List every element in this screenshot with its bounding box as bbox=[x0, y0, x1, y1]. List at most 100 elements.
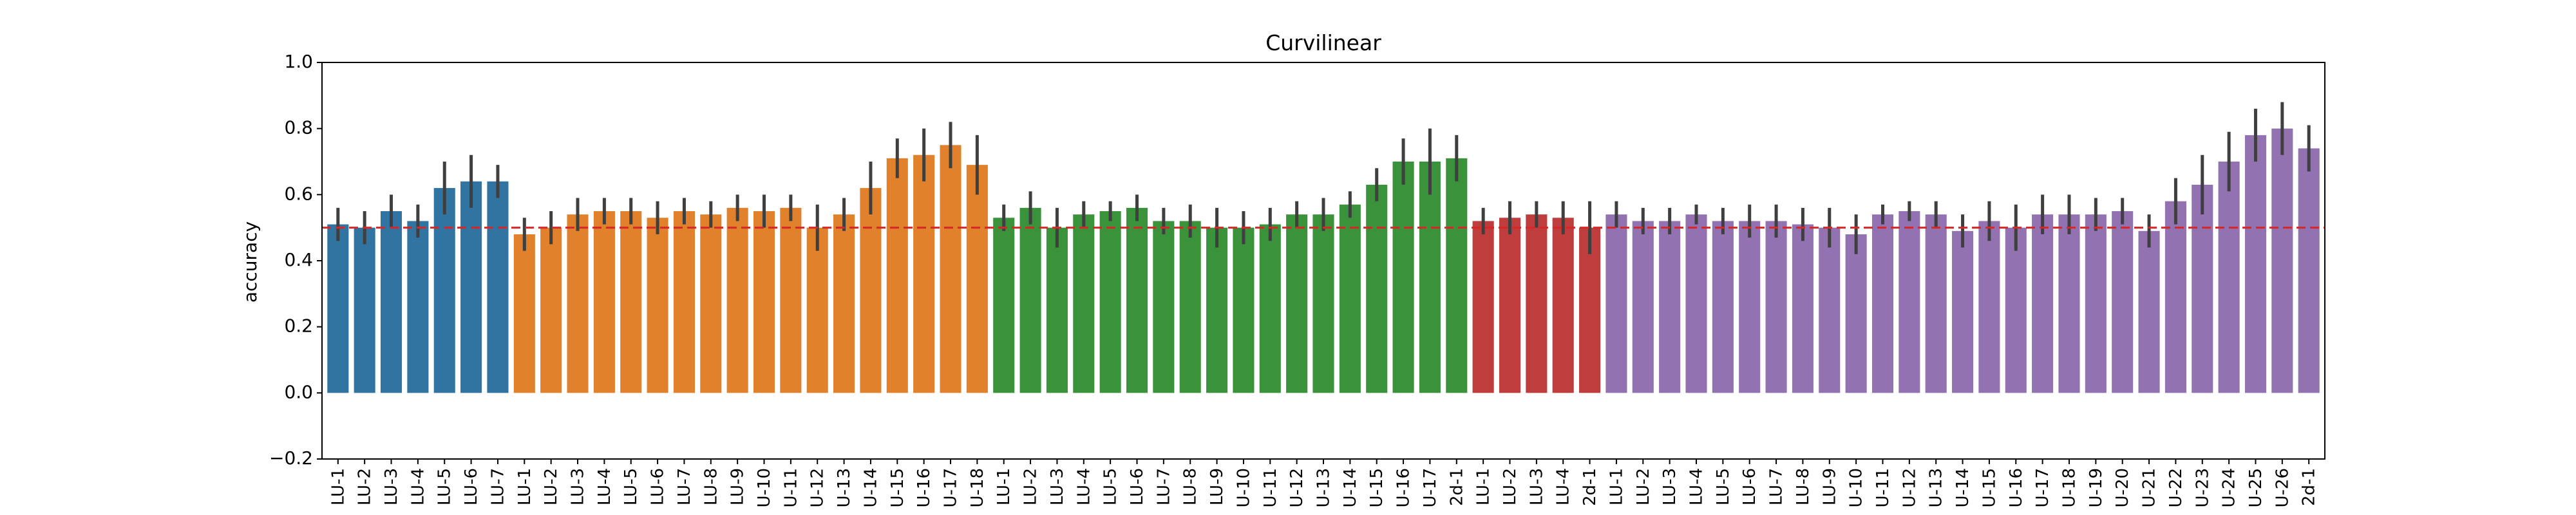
bar bbox=[1046, 227, 1068, 393]
bar bbox=[1685, 214, 1707, 393]
bar bbox=[1286, 214, 1308, 393]
bar bbox=[1792, 224, 1814, 393]
x-tick-label: 2d-1 bbox=[2300, 468, 2319, 506]
x-tick-label: U-21 bbox=[2140, 468, 2159, 508]
bar bbox=[407, 221, 429, 393]
x-tick-label: LU-1 bbox=[328, 468, 348, 505]
x-tick-label: LU-4 bbox=[1687, 468, 1706, 505]
bar bbox=[2271, 128, 2293, 393]
bar bbox=[673, 211, 695, 393]
bar bbox=[433, 188, 455, 393]
x-tick-label: U-10 bbox=[1847, 468, 1866, 508]
bar bbox=[726, 207, 748, 393]
x-tick-label: U-17 bbox=[1421, 468, 1440, 508]
x-tick-label: 2d-1 bbox=[1447, 468, 1466, 506]
x-tick-label: LU-4 bbox=[1074, 468, 1094, 505]
x-tick-label: LU-5 bbox=[621, 468, 641, 505]
bar bbox=[940, 145, 961, 393]
bar bbox=[1419, 162, 1441, 393]
x-tick-label: LU-8 bbox=[701, 468, 721, 505]
x-tick-label: U-13 bbox=[1927, 468, 1946, 508]
bar bbox=[2005, 227, 2027, 393]
x-tick-label: LU-9 bbox=[728, 468, 748, 505]
x-axis: LU-1 LU-2 LU-3 LU-4 LU-5 LU-6 LU-7 LU-1 LU-2 LU-3… bbox=[328, 459, 2319, 508]
bar bbox=[2218, 162, 2240, 393]
x-tick-label: LU-2 bbox=[1021, 468, 1041, 505]
bar bbox=[513, 234, 535, 393]
y-tick-label: 0.8 bbox=[284, 117, 313, 138]
x-tick-label: U-16 bbox=[2007, 468, 2026, 508]
x-tick-label: LU-8 bbox=[1181, 468, 1200, 505]
bar bbox=[1978, 221, 2000, 393]
bar bbox=[1392, 162, 1414, 393]
bar bbox=[1845, 234, 1867, 393]
x-tick-label: LU-9 bbox=[1208, 468, 1227, 505]
bar bbox=[620, 211, 642, 393]
bar bbox=[2032, 214, 2054, 393]
bar bbox=[593, 211, 615, 393]
bar bbox=[460, 181, 482, 393]
bar bbox=[327, 224, 349, 393]
y-axis: 1.0 0.8 0.6 0.4 0.2 0.0 −0.2 bbox=[269, 51, 322, 469]
x-tick-label: U-12 bbox=[808, 468, 828, 508]
bar bbox=[1126, 207, 1148, 393]
x-tick-label: U-18 bbox=[2060, 468, 2079, 508]
bar bbox=[380, 211, 402, 393]
x-tick-label: LU-1 bbox=[1474, 468, 1493, 505]
x-tick-label: U-11 bbox=[1873, 468, 1893, 508]
y-tick-label: −0.2 bbox=[269, 447, 313, 469]
x-tick-label: LU-3 bbox=[1660, 468, 1680, 505]
bar bbox=[1339, 204, 1361, 393]
bar bbox=[1153, 221, 1175, 393]
x-tick-label: LU-4 bbox=[1554, 468, 1573, 505]
bar bbox=[2138, 230, 2160, 393]
x-tick-label: U-22 bbox=[2166, 468, 2186, 508]
x-tick-label: U-17 bbox=[2033, 468, 2052, 508]
x-tick-label: U-18 bbox=[968, 468, 987, 508]
x-tick-label: LU-6 bbox=[649, 468, 668, 505]
chart-title: Curvilinear bbox=[1265, 30, 1381, 55]
bar bbox=[780, 207, 802, 393]
bar bbox=[1446, 158, 1468, 393]
x-tick-label: U-10 bbox=[1234, 468, 1253, 508]
bar bbox=[567, 214, 589, 393]
bar bbox=[2298, 148, 2320, 393]
x-tick-label: 2d-1 bbox=[1580, 468, 1600, 506]
bar bbox=[886, 158, 908, 393]
error-bars-layer bbox=[336, 102, 2311, 254]
bar bbox=[1259, 224, 1281, 393]
x-tick-label: U-15 bbox=[888, 468, 907, 508]
x-tick-label: U-19 bbox=[2087, 468, 2106, 508]
x-tick-label: U-11 bbox=[781, 468, 800, 508]
bar bbox=[1019, 207, 1041, 393]
bar bbox=[913, 154, 935, 393]
bar bbox=[540, 227, 562, 393]
x-tick-label: U-12 bbox=[1287, 468, 1307, 508]
x-tick-label: LU-1 bbox=[994, 468, 1014, 505]
x-tick-label: U-11 bbox=[1261, 468, 1280, 508]
y-tick-label: 0.0 bbox=[284, 381, 313, 402]
bar bbox=[1179, 221, 1201, 393]
bar bbox=[1499, 218, 1521, 393]
x-tick-label: U-23 bbox=[2193, 468, 2212, 508]
x-tick-label: LU-2 bbox=[1634, 468, 1653, 505]
x-tick-label: LU-1 bbox=[515, 468, 535, 505]
x-tick-label: LU-6 bbox=[1740, 468, 1759, 505]
bar bbox=[1712, 221, 1734, 393]
bar bbox=[2192, 184, 2213, 393]
bar bbox=[993, 218, 1015, 393]
bar bbox=[1765, 221, 1787, 393]
bar bbox=[1312, 214, 1334, 393]
x-tick-label: LU-6 bbox=[462, 468, 481, 505]
x-tick-label: LU-2 bbox=[1501, 468, 1520, 505]
x-tick-label: U-17 bbox=[942, 468, 961, 508]
y-tick-label: 0.4 bbox=[284, 249, 313, 270]
bar bbox=[2058, 214, 2080, 393]
x-tick-label: U-24 bbox=[2220, 468, 2239, 508]
x-tick-label: U-26 bbox=[2273, 468, 2292, 508]
bar bbox=[1233, 227, 1255, 393]
bar bbox=[1073, 214, 1095, 393]
bar bbox=[1526, 214, 1548, 393]
bar bbox=[1899, 211, 1920, 393]
